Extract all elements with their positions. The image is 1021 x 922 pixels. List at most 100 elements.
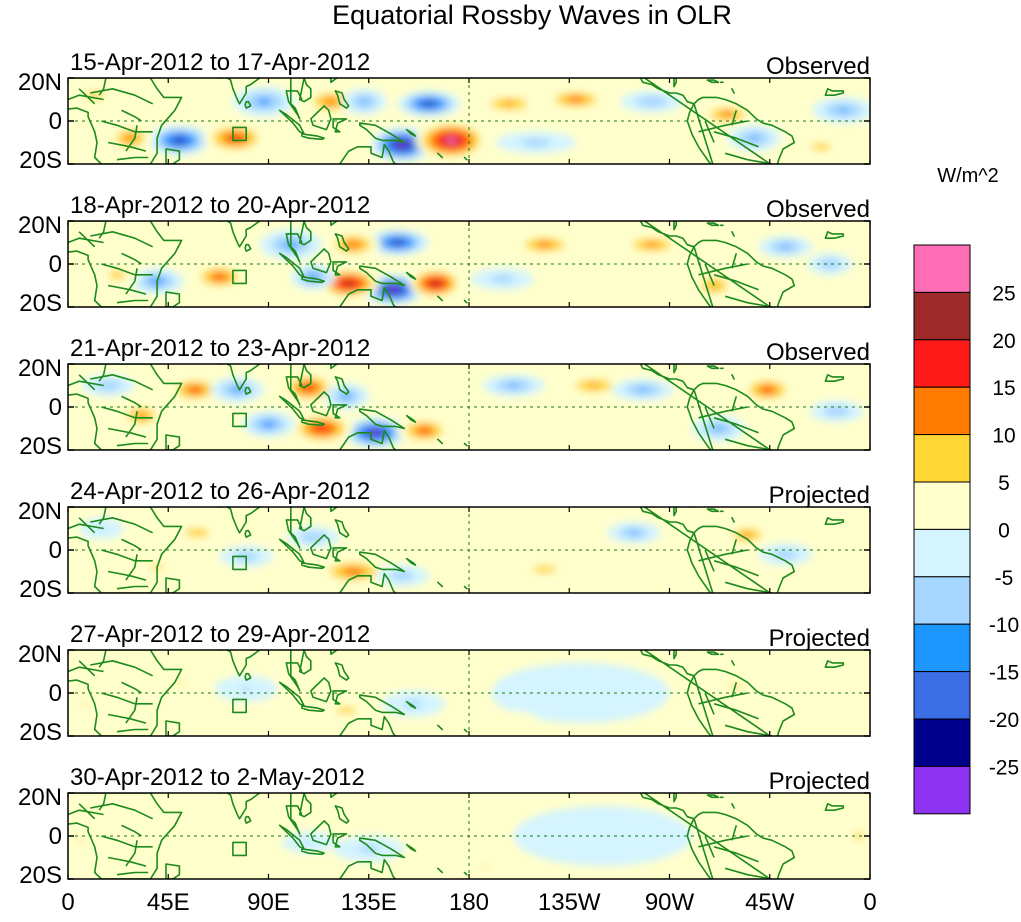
country-border [68, 666, 104, 673]
country-border [713, 417, 759, 434]
colorbar-swatch [913, 623, 971, 673]
anomaly-contour [241, 686, 252, 691]
panels: 15-Apr-2012 to 17-Apr-2012 Observed 20N 0 20… [18, 49, 871, 889]
coastline [338, 858, 397, 879]
anomaly-contour [423, 101, 434, 106]
anomaly-contour [490, 275, 515, 284]
country-border [724, 724, 773, 736]
panel-4: 24-Apr-2012 to 26-Apr-2012 Projected 20N 0 2… [18, 478, 871, 603]
coastline [218, 793, 262, 820]
coastline [244, 243, 252, 252]
country-border [101, 120, 153, 133]
region-box [232, 269, 247, 285]
coastline [338, 715, 397, 736]
y-tick-label: 20S [19, 433, 62, 460]
colorbar-label: 25 [992, 282, 1015, 305]
coastline [731, 517, 735, 523]
coastline [301, 705, 325, 713]
coastline [437, 867, 444, 874]
country-border [121, 538, 142, 551]
anomaly-contour [341, 567, 366, 576]
coastline [298, 78, 312, 103]
country-border [121, 681, 142, 694]
coastline [463, 442, 468, 447]
country-border [290, 650, 303, 672]
coastline [165, 720, 181, 736]
anomaly-contour [370, 430, 381, 436]
anomaly-contour [773, 549, 798, 560]
x-axis: 0 45E 90E 135E 180 135W 90W 45W 0 [61, 889, 876, 916]
country-border [731, 110, 738, 126]
country-border [107, 427, 147, 438]
anomaly-contour [780, 245, 790, 249]
coastline [218, 364, 262, 391]
anomaly-contour [323, 98, 339, 106]
region-box [232, 555, 247, 571]
region-box [232, 126, 247, 142]
coastline [278, 252, 305, 278]
coastline [165, 291, 181, 307]
coastline [463, 728, 468, 733]
panel-plot-area [68, 221, 870, 307]
anomaly-contour [838, 108, 849, 113]
country-border [78, 660, 96, 677]
anomaly-contour [397, 141, 408, 148]
coastline [359, 837, 406, 859]
colorbar-swatch [913, 671, 971, 720]
anomaly-contour [392, 240, 403, 245]
country-border [698, 263, 748, 276]
anomaly-contour [185, 528, 210, 538]
country-border [68, 523, 104, 530]
coastline [298, 364, 312, 389]
coastline [437, 581, 444, 588]
y-tick-label: 20S [19, 862, 62, 889]
coastline [334, 662, 350, 681]
country-border [116, 585, 149, 590]
country-border [125, 268, 138, 295]
coastline [278, 109, 305, 135]
coastline [301, 848, 325, 856]
colorbar-label: 10 [992, 425, 1015, 448]
panel-plot-area [68, 364, 870, 450]
coastline [405, 271, 417, 280]
country-border [116, 871, 149, 876]
anomaly-contour [763, 387, 772, 392]
anomaly-contour [535, 241, 554, 248]
colorbar-label: -10 [989, 614, 1019, 637]
anomaly-contour [343, 280, 354, 286]
coastline [686, 818, 714, 879]
coastline [686, 532, 714, 593]
coastline [310, 677, 332, 703]
colorbar-swatch [913, 339, 971, 388]
country-border [704, 692, 715, 715]
country-border [698, 835, 748, 848]
coastline [298, 650, 312, 675]
coastline [278, 395, 305, 421]
anomaly-contour [644, 242, 659, 248]
coastline [671, 650, 677, 660]
coastline [338, 143, 397, 164]
anomaly-contour [811, 142, 831, 151]
coastline [332, 261, 348, 276]
y-tick-label: 0 [49, 108, 62, 135]
coastline [686, 103, 714, 164]
coastline [359, 551, 406, 573]
anomaly-contour [215, 274, 224, 279]
country-border [713, 274, 759, 291]
coastline [686, 675, 714, 736]
country-border [704, 120, 715, 143]
y-tick-label: 0 [49, 680, 62, 707]
coastline [463, 156, 468, 161]
country-border [101, 549, 153, 562]
coastline [706, 508, 720, 513]
country-border [98, 793, 107, 811]
coastline [706, 651, 720, 656]
y-tick-label: 20S [19, 290, 62, 317]
country-border [731, 539, 738, 555]
y-tick-label: 20S [19, 576, 62, 603]
country-border [713, 703, 759, 720]
coastline [731, 803, 735, 809]
coastline [359, 408, 406, 430]
coastline [301, 276, 325, 284]
anomaly-contour [508, 383, 519, 388]
